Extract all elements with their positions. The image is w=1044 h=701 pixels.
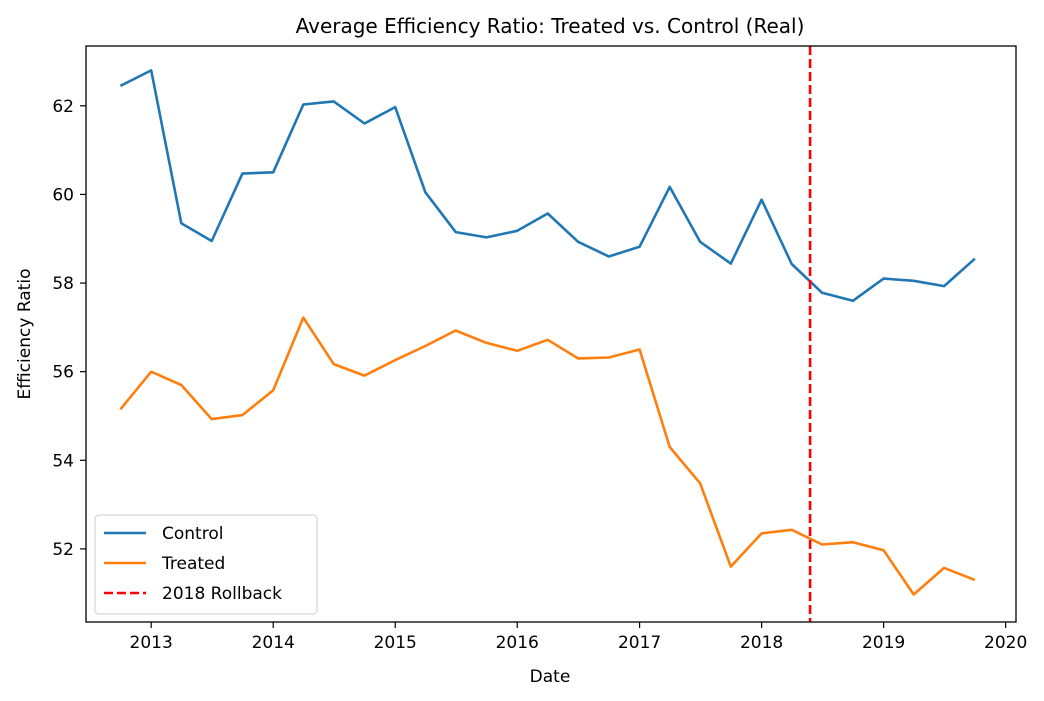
legend-label-rollback: 2018 Rollback [162, 584, 282, 604]
y-tick-label: 58 [52, 274, 74, 294]
x-tick-label: 2020 [984, 633, 1027, 653]
plot-area [119, 46, 976, 622]
y-axis-title: Efficiency Ratio [15, 269, 35, 400]
x-axis-title: Date [530, 667, 571, 687]
series-line-control [119, 69, 976, 303]
x-tick-label: 2013 [130, 633, 173, 653]
chart-title: Average Efficiency Ratio: Treated vs. Co… [296, 14, 805, 38]
y-tick-label: 56 [52, 363, 74, 383]
x-tick-label: 2015 [374, 633, 417, 653]
y-tick-label: 60 [52, 185, 74, 205]
x-tick-label: 2014 [252, 633, 295, 653]
y-tick-label: 54 [52, 451, 74, 471]
x-tick-label: 2017 [618, 633, 661, 653]
y-tick-label: 52 [52, 540, 74, 560]
legend-label-control: Control [162, 524, 223, 544]
legend: Control Treated 2018 Rollback [94, 514, 318, 615]
legend-box [94, 514, 318, 615]
x-axis: 2013 2014 2015 2016 2017 2018 2019 2020 [130, 622, 1027, 653]
y-tick-label: 62 [52, 97, 74, 117]
y-axis: 52 54 56 58 60 62 [52, 97, 86, 560]
x-tick-label: 2019 [862, 633, 905, 653]
x-tick-label: 2016 [496, 633, 539, 653]
series-line-treated [119, 316, 976, 596]
x-tick-label: 2018 [740, 633, 783, 653]
legend-label-treated: Treated [161, 554, 225, 574]
axes-frame [85, 45, 1017, 623]
